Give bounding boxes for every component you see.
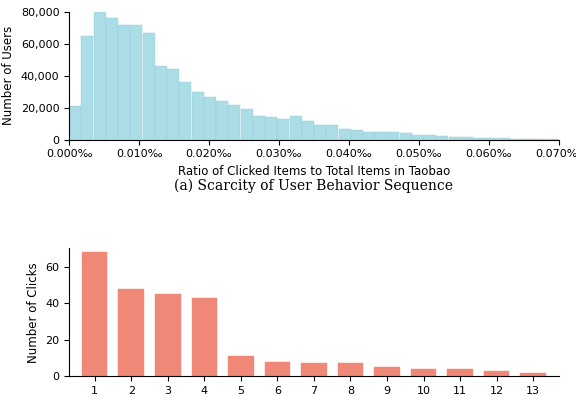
Bar — [216, 101, 228, 140]
Bar — [374, 367, 400, 376]
Bar — [510, 139, 522, 140]
Bar — [351, 130, 363, 140]
Y-axis label: Number of Clicks: Number of Clicks — [26, 262, 40, 363]
Bar — [461, 137, 473, 140]
Bar — [241, 109, 253, 140]
Bar — [228, 105, 240, 140]
Bar — [437, 136, 449, 140]
Bar — [130, 25, 142, 140]
Bar — [424, 135, 436, 140]
Bar — [449, 137, 461, 140]
Bar — [192, 298, 217, 376]
Bar — [192, 92, 204, 140]
Bar — [118, 25, 130, 140]
Bar — [522, 139, 534, 140]
Bar — [167, 69, 179, 140]
Bar — [301, 364, 327, 376]
Text: (a) Scarcity of User Behavior Sequence: (a) Scarcity of User Behavior Sequence — [175, 179, 453, 193]
Bar — [338, 364, 363, 376]
Bar — [228, 356, 253, 376]
Bar — [82, 252, 108, 376]
Bar — [143, 32, 155, 140]
Bar — [265, 117, 277, 140]
Bar — [81, 36, 93, 140]
Bar — [94, 12, 106, 140]
Bar — [535, 139, 547, 140]
Bar — [290, 116, 302, 140]
Bar — [400, 133, 412, 140]
Bar — [119, 289, 144, 376]
Bar — [411, 369, 437, 376]
Bar — [264, 362, 290, 376]
Bar — [253, 116, 265, 140]
Bar — [520, 373, 546, 376]
Bar — [339, 129, 351, 140]
Bar — [484, 371, 509, 376]
Bar — [412, 135, 424, 140]
Bar — [363, 132, 375, 140]
Bar — [448, 369, 473, 376]
Bar — [473, 138, 485, 140]
Y-axis label: Number of Users: Number of Users — [2, 26, 15, 126]
Bar — [326, 125, 338, 140]
Bar — [277, 119, 289, 140]
Bar — [388, 132, 400, 140]
Bar — [498, 139, 510, 140]
Bar — [179, 82, 191, 140]
Bar — [155, 66, 167, 140]
Bar — [486, 138, 498, 140]
Bar — [375, 132, 387, 140]
Bar — [314, 125, 326, 140]
Bar — [106, 18, 118, 140]
Bar — [302, 120, 314, 140]
X-axis label: Ratio of Clicked Items to Total Items in Taobao: Ratio of Clicked Items to Total Items in… — [178, 165, 450, 178]
Bar — [204, 97, 216, 140]
Bar — [69, 106, 81, 140]
Bar — [155, 294, 180, 376]
